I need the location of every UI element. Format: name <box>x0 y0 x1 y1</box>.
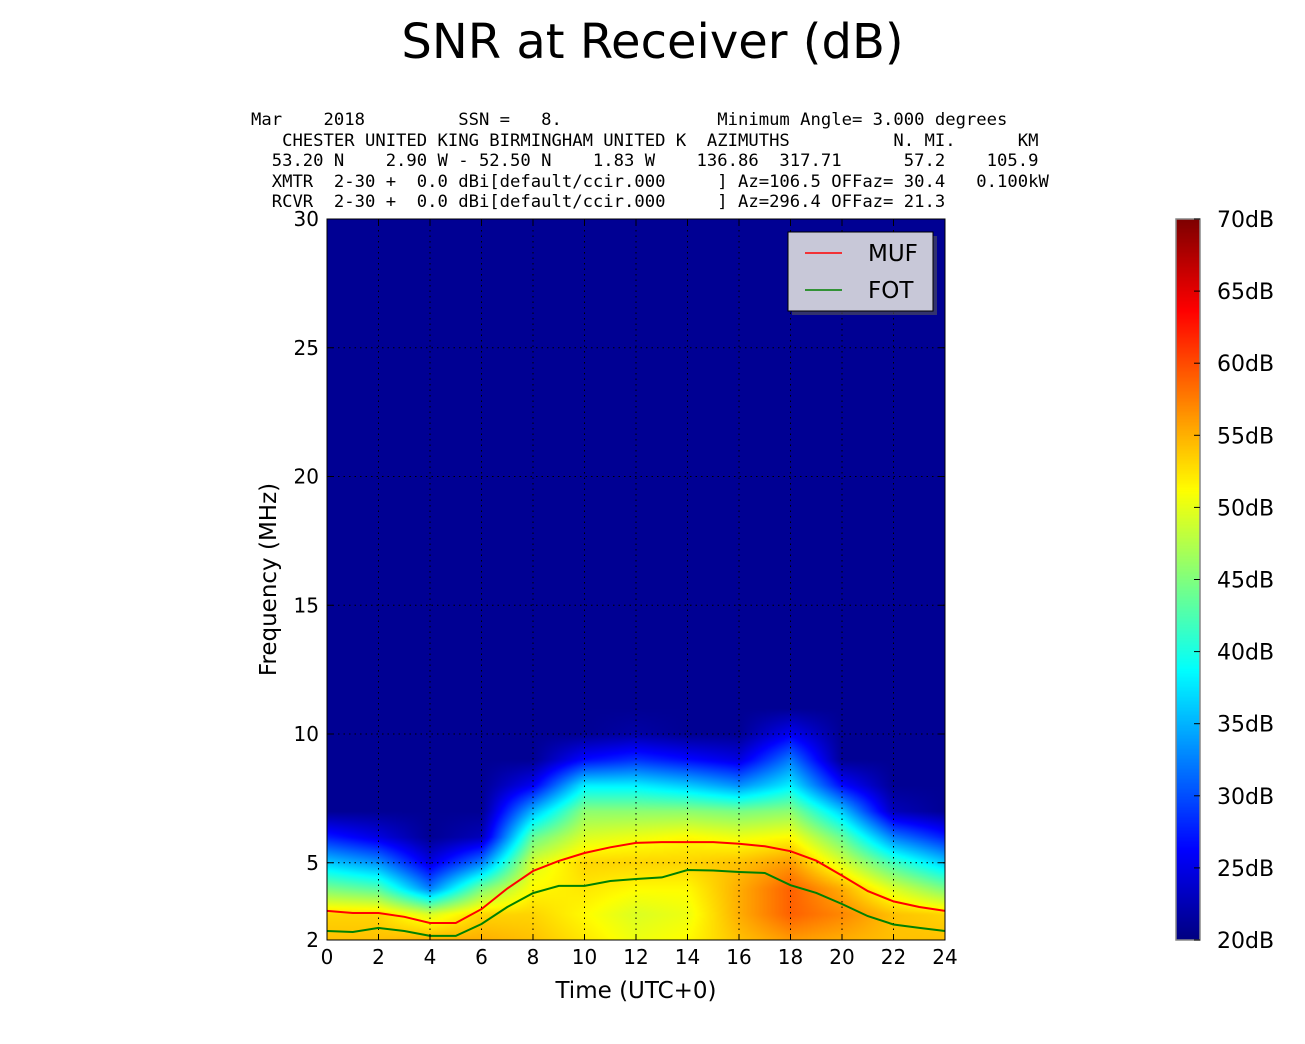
colorbar-tick-label: 50dB <box>1217 496 1274 521</box>
x-tick-label: 6 <box>475 945 488 969</box>
x-tick-label: 2 <box>372 945 385 969</box>
colorbar-tick-label: 25dB <box>1217 857 1274 882</box>
legend-label-muf: MUF <box>868 241 918 267</box>
legend-label-fot: FOT <box>868 278 914 304</box>
header-line-1: Mar 2018 SSN = 8. Minimum Angle= 3.000 d… <box>251 110 1008 129</box>
x-tick-label: 12 <box>623 945 648 969</box>
x-tick-label: 10 <box>572 945 597 969</box>
colorbar-tick-label: 65dB <box>1217 280 1274 305</box>
x-tick-label: 18 <box>778 945 803 969</box>
x-tick-label: 24 <box>932 945 957 969</box>
colorbar-tick-label: 55dB <box>1217 424 1274 449</box>
header-line-3: 53.20 N 2.90 W - 52.50 N 1.83 W 136.86 3… <box>251 151 1039 170</box>
colorbar-tick-label: 70dB <box>1217 208 1274 233</box>
legend-box <box>787 231 934 312</box>
y-tick-label: 5 <box>306 851 319 875</box>
x-tick-label: 0 <box>321 945 334 969</box>
header-line-2: CHESTER UNITED KING BIRMINGHAM UNITED K … <box>251 130 1039 150</box>
x-axis-label: Time (UTC+0) <box>554 978 716 1004</box>
chart-title: SNR at Receiver (dB) <box>401 14 904 70</box>
y-tick-label: 2 <box>306 928 319 952</box>
colorbar-tick-label: 40dB <box>1217 641 1274 666</box>
x-tick-label: 8 <box>527 945 540 969</box>
y-tick-label: 25 <box>294 336 319 360</box>
plot-frame <box>326 218 946 941</box>
y-tick-label: 15 <box>294 593 319 617</box>
x-tick-label: 22 <box>881 945 906 969</box>
header-line-4: XMTR 2-30 + 0.0 dBi[default/ccir.000 ] A… <box>251 171 1049 191</box>
x-tick-label: 20 <box>829 945 854 969</box>
colorbar-tick-label: 20dB <box>1217 929 1274 954</box>
x-tick-label: 4 <box>424 945 437 969</box>
series-line-muf <box>326 841 946 924</box>
y-tick-label: 30 <box>294 207 319 231</box>
colorbar-tick-label: 35dB <box>1217 713 1274 738</box>
y-tick-label: 10 <box>294 722 319 746</box>
header-line-5: RCVR 2-30 + 0.0 dBi[default/ccir.000 ] A… <box>251 192 946 211</box>
colorbar-tick-label: 30dB <box>1217 785 1274 810</box>
y-tick-label: 20 <box>294 465 319 489</box>
x-tick-label: 16 <box>726 945 751 969</box>
colorbar-tick-label: 45dB <box>1217 569 1274 594</box>
colorbar-tick-label: 60dB <box>1217 352 1274 377</box>
y-axis-label: Frequency (MHz) <box>256 483 282 676</box>
x-tick-label: 14 <box>675 945 700 969</box>
series-line-fot <box>326 868 946 937</box>
